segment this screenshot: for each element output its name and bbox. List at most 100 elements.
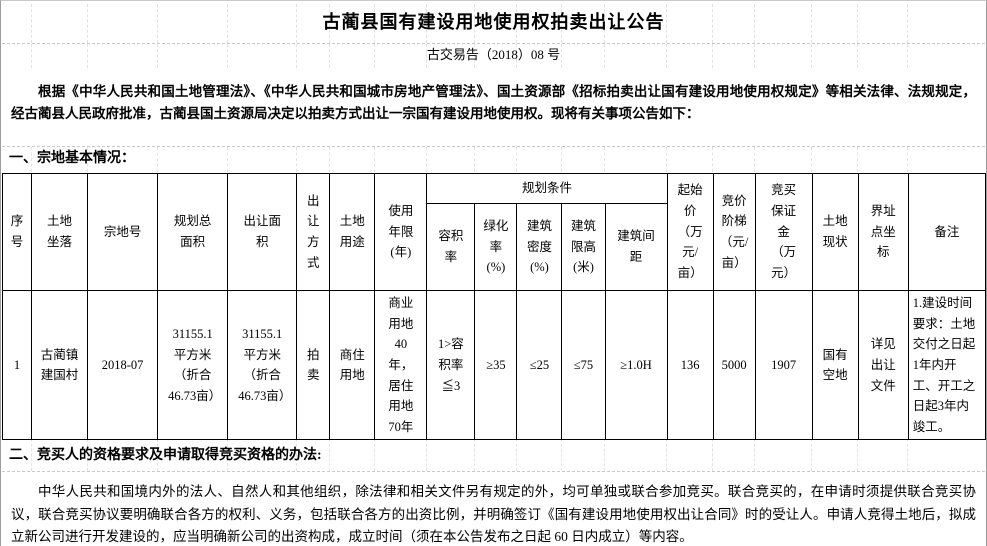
parcel-row: 1 古蔺镇建国村 2018-07 31155.1平方米（折合46.73亩） 31…	[1, 289, 986, 441]
sheet-gridline	[712, 44, 713, 68]
sheet-gridline	[754, 147, 755, 172]
sheet-gridline	[857, 4, 858, 43]
sheet-gridline	[227, 4, 228, 43]
sheet-gridline	[907, 439, 908, 471]
sheet-gridline	[811, 44, 812, 68]
sheet-gridline	[754, 439, 755, 471]
cell-parcel-no: 2018-07	[87, 289, 159, 441]
sheet-gridline	[907, 44, 908, 68]
sheet-gridline	[374, 439, 375, 471]
sheet-gridline	[329, 147, 330, 172]
cell-land-use: 商住用地	[329, 289, 376, 441]
col-header-building-spacing: 建筑间距	[604, 203, 668, 291]
intro-paragraph: 根据《中华人民共和国土地管理法》、《中华人民共和国城市房地产管理法》、国土资源部…	[1, 68, 986, 146]
sheet-gridline	[666, 147, 667, 172]
cell-boundary-coords: 详见出让文件	[857, 289, 909, 441]
sheet-gridline	[157, 44, 158, 68]
header-row-2: 容积率 绿化率(%) 建筑密度(%) 建筑限高(米) 建筑间距	[3, 203, 986, 291]
sheet-gridline	[604, 44, 605, 68]
cell-index: 1	[1, 289, 33, 441]
sheet-gridline	[374, 44, 375, 68]
col-header-planned-area: 规划总面积	[157, 173, 229, 291]
sheet-gridline	[157, 439, 158, 471]
header-row-1: 序号 土地坐落 宗地号 规划总面积 出让面积 出让方式 土地用途 使用年限(年)…	[1, 173, 986, 291]
page-title: 古蔺县国有建设用地使用权拍卖出让公告	[322, 12, 665, 32]
sheet-gridline	[374, 4, 375, 43]
sheet-gridline	[157, 4, 158, 43]
sheet-gridline	[87, 4, 88, 43]
col-header-starting-price: 起始价（万元/亩）	[666, 173, 714, 291]
divider-under-title	[2, 43, 985, 44]
sheet-gridline	[604, 439, 605, 471]
sheet-gridline	[811, 147, 812, 172]
sheet-gridline	[296, 147, 297, 172]
sheet-gridline	[474, 4, 475, 43]
col-header-index: 序号	[1, 173, 33, 291]
sheet-gridline	[561, 147, 562, 172]
sheet-gridline	[907, 4, 908, 43]
cell-deposit: 1907	[754, 289, 813, 441]
sheet-gridline	[426, 439, 427, 471]
cell-plot-ratio: 1>容积率≦3	[426, 289, 476, 441]
divider-above-section1	[2, 146, 985, 147]
parcel-table: 序号 土地坐落 宗地号 规划总面积 出让面积 出让方式 土地用途 使用年限(年)…	[1, 173, 986, 441]
sheet-gridline	[426, 44, 427, 68]
col-header-land-use: 土地用途	[329, 173, 376, 291]
sheet-gridline	[296, 44, 297, 68]
sheet-gridline	[857, 147, 858, 172]
col-header-location: 土地坐落	[31, 173, 89, 291]
sheet-gridline	[296, 4, 297, 43]
section1-heading: 一、宗地基本情况：	[9, 151, 135, 166]
col-header-bid-increment: 竞价阶梯（元/亩）	[712, 173, 756, 291]
col-header-plot-ratio: 容积率	[426, 203, 476, 291]
sheet-gridline	[227, 147, 228, 172]
sheet-gridline	[712, 147, 713, 172]
sheet-gridline	[474, 439, 475, 471]
col-header-boundary-coords: 界址点坐标	[857, 173, 909, 291]
sheet-gridline	[811, 4, 812, 43]
cell-building-density: ≤25	[516, 289, 563, 441]
sheet-gridline	[329, 4, 330, 43]
sheet-gridline	[712, 439, 713, 471]
sheet-gridline	[604, 147, 605, 172]
sheet-gridline	[31, 44, 32, 68]
sheet-gridline	[516, 4, 517, 43]
sheet-gridline	[754, 44, 755, 68]
sheet-gridline	[604, 4, 605, 43]
divider-under-section2	[2, 471, 985, 472]
sheet-gridline	[907, 147, 908, 172]
sheet-gridline	[857, 439, 858, 471]
col-header-transfer-method: 出让方式	[296, 173, 331, 291]
sheet-gridline	[296, 439, 297, 471]
doc-number: 古交易告（2018）08 号	[426, 47, 561, 62]
cell-green-rate: ≥35	[474, 289, 518, 441]
col-header-use-term: 使用年限(年)	[374, 173, 428, 291]
sheet-gridline	[227, 44, 228, 68]
col-group-planning-conditions: 规划条件	[426, 173, 668, 204]
col-header-building-density: 建筑密度(%)	[516, 203, 563, 291]
sheet-gridline	[329, 44, 330, 68]
sheet-gridline	[87, 44, 88, 68]
sheet-gridline	[374, 147, 375, 172]
sheet-gridline	[87, 439, 88, 471]
sheet-gridline	[31, 147, 32, 172]
cell-starting-price: 136	[666, 289, 714, 441]
cell-land-status: 国有空地	[811, 289, 859, 441]
cell-use-term: 商业用地40年，居住用地70年	[374, 289, 428, 441]
cell-height-limit: ≤75	[561, 289, 606, 441]
sheet-gridline	[329, 439, 330, 471]
cell-location: 古蔺镇建国村	[31, 289, 89, 441]
sheet-gridline	[516, 439, 517, 471]
col-header-parcel-no: 宗地号	[87, 173, 159, 291]
sheet-gridline	[227, 439, 228, 471]
sheet-gridline	[857, 44, 858, 68]
col-header-land-status: 土地现状	[811, 173, 859, 291]
cell-bid-increment: 5000	[712, 289, 756, 441]
sheet-gridline	[666, 4, 667, 43]
sheet-gridline	[157, 147, 158, 172]
sheet-gridline	[426, 4, 427, 43]
col-header-deposit: 竞买保证金（万元）	[754, 173, 813, 291]
sheet-gridline	[561, 439, 562, 471]
cell-transfer-method: 拍卖	[296, 289, 331, 441]
